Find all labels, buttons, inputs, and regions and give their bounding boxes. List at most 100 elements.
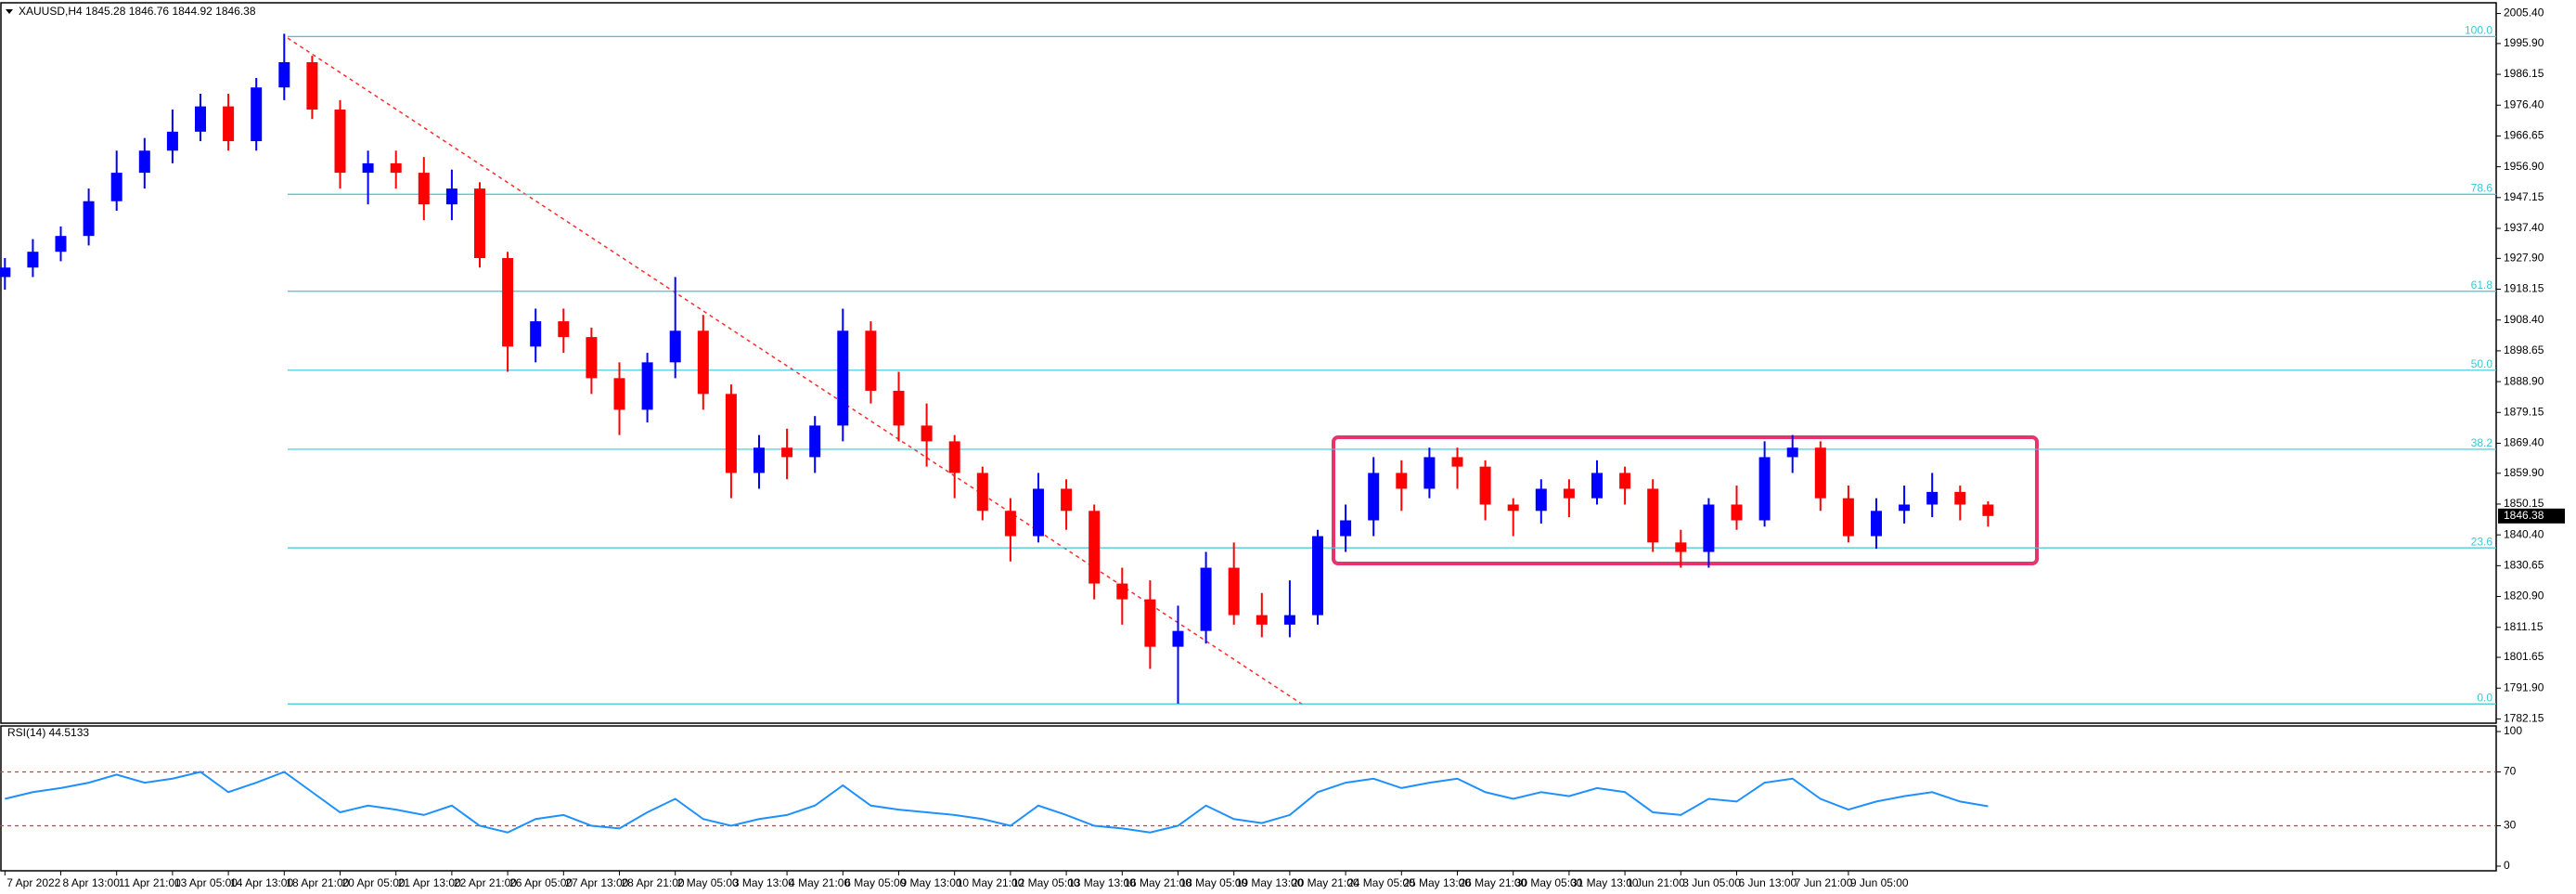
x-tick-label: 6 Jun 13:00: [1739, 876, 1797, 889]
candle-body: [0, 267, 11, 278]
candle-body: [753, 447, 765, 473]
y-tick-label: 1898.65: [2504, 343, 2544, 356]
x-tick-label: 9 Jun 05:00: [1850, 876, 1909, 889]
y-tick-label: 1801.65: [2504, 650, 2544, 663]
y-tick-label: 1976.40: [2504, 97, 2544, 110]
candle-body: [223, 106, 235, 142]
candle-body: [334, 110, 346, 174]
x-tick-label: 18 May 05:00: [1180, 876, 1248, 889]
x-tick-label: 3 Jun 05:00: [1682, 876, 1741, 889]
x-tick-label: 26 Apr 05:00: [509, 876, 573, 889]
candle-body: [1842, 498, 1854, 537]
candle-body: [1312, 536, 1323, 615]
x-tick-label: 30 May 05:00: [1515, 876, 1583, 889]
x-tick-label: 24 May 05:00: [1347, 876, 1415, 889]
candle-body: [251, 87, 263, 142]
rsi-y-tick-label: 30: [2504, 819, 2517, 832]
x-tick-label: 28 Apr 21:00: [622, 876, 685, 889]
y-tick-label: 1840.40: [2504, 527, 2544, 540]
y-tick-label: 1879.15: [2504, 405, 2544, 418]
y-tick-label: 1888.90: [2504, 374, 2544, 387]
candle-body: [865, 330, 877, 391]
x-tick-label: 13 May 13:00: [1068, 876, 1136, 889]
candle-body: [948, 441, 960, 473]
range-box: [1332, 435, 2039, 565]
menu-arrow[interactable]: [6, 9, 13, 14]
rsi-y-tick-label: 100: [2504, 724, 2522, 737]
candle-body: [1451, 457, 1463, 467]
y-tick-label: 1986.15: [2504, 67, 2544, 80]
candle-body: [837, 330, 849, 426]
fib-label: 23.6: [2471, 535, 2493, 548]
candle-body: [1061, 488, 1073, 512]
y-tick-label: 1908.40: [2504, 313, 2544, 326]
x-tick-label: 20 May 21:00: [1292, 876, 1359, 889]
candle-body: [474, 188, 485, 258]
x-tick-label: 18 Apr 21:00: [286, 876, 349, 889]
fib-label: 50.0: [2471, 357, 2493, 370]
fib-label: 38.2: [2471, 436, 2493, 449]
x-tick-label: 31 May 13:00: [1571, 876, 1639, 889]
y-tick-label: 1869.40: [2504, 436, 2544, 449]
x-tick-label: 12 May 05:00: [1012, 876, 1080, 889]
candle-body: [1423, 457, 1436, 489]
candle-body: [138, 150, 150, 174]
candle-body: [362, 162, 374, 174]
rsi-panel-border: [0, 725, 2497, 872]
x-tick-label: 14 Apr 13:00: [230, 876, 293, 889]
candle-body: [1675, 542, 1687, 552]
candle-body: [1899, 504, 1911, 512]
candle-body: [445, 188, 457, 205]
candle-body: [1144, 599, 1156, 647]
candle-body: [195, 106, 206, 132]
candle-body: [1591, 473, 1603, 499]
candle-body: [586, 337, 598, 379]
fib-label: 78.6: [2471, 181, 2493, 194]
candle-body: [1647, 488, 1659, 543]
candle-body: [558, 321, 570, 338]
candle-body: [893, 390, 905, 426]
candle-body: [1954, 491, 1966, 505]
y-tick-label: 1937.40: [2504, 221, 2544, 234]
y-tick-label: 2005.40: [2504, 6, 2544, 19]
candle-body: [1172, 630, 1184, 647]
candle-body: [1396, 473, 1408, 489]
candle-body: [781, 447, 793, 458]
fib-label: 61.8: [2471, 279, 2493, 292]
y-tick-label: 1850.15: [2504, 497, 2544, 510]
x-tick-label: 22 Apr 21:00: [454, 876, 517, 889]
candle-body: [1200, 567, 1212, 631]
candle-body: [1619, 473, 1631, 489]
candle-body: [166, 131, 178, 151]
candle-body: [669, 330, 681, 363]
rsi-y-tick-label: 0: [2504, 859, 2510, 872]
candle-body: [390, 162, 402, 174]
rsi-title: RSI(14) 44.5133: [7, 726, 89, 739]
candle-body: [1479, 466, 1491, 505]
main-panel-border: [0, 2, 2497, 724]
candle-body: [1703, 504, 1715, 552]
last-price-box: [2498, 508, 2565, 524]
x-tick-label: 3 May 13:00: [733, 876, 794, 889]
candle-body: [110, 173, 122, 201]
y-tick-label: 1782.15: [2504, 712, 2544, 725]
candle-body: [502, 257, 514, 347]
x-tick-label: 2 May 05:00: [677, 876, 739, 889]
candle-body: [1368, 473, 1380, 521]
x-tick-label: 26 May 21:00: [1460, 876, 1527, 889]
x-tick-label: 27 Apr 13:00: [565, 876, 628, 889]
x-tick-label: 4 May 21:00: [789, 876, 850, 889]
chart-title: XAUUSD,H4 1845.28 1846.76 1844.92 1846.3…: [19, 5, 256, 18]
x-tick-label: 8 Apr 13:00: [63, 876, 121, 889]
candle-body: [1535, 488, 1547, 512]
x-tick-label: 10 May 21:00: [957, 876, 1024, 889]
candle-body: [613, 378, 625, 410]
y-tick-label: 1791.90: [2504, 680, 2544, 693]
trend-line: [287, 37, 1307, 707]
candle-body: [1563, 488, 1575, 499]
y-tick-label: 1859.90: [2504, 466, 2544, 479]
fib-label: 100.0: [2465, 24, 2492, 37]
x-tick-label: 20 Apr 05:00: [342, 876, 406, 889]
candle-body: [1731, 504, 1743, 521]
